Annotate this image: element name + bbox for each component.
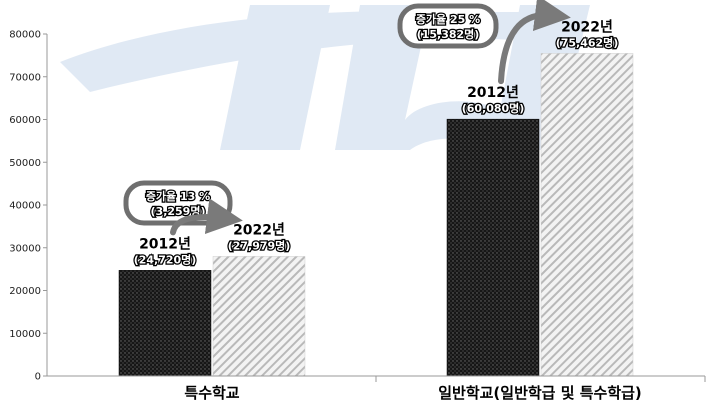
series-label: 2012년 (467, 85, 519, 101)
bar-2022 (212, 256, 306, 377)
y-tick-label: 50000 (9, 158, 41, 169)
callout-amount: (15,382명) (417, 27, 480, 41)
y-tick-label: 40000 (9, 201, 41, 212)
value-label: (27,979명) (228, 238, 291, 252)
y-tick-label: 10000 (9, 329, 41, 340)
series-label: 2022년 (233, 222, 285, 238)
increase-callout: 증가율 25 %(15,382명) (397, 0, 571, 85)
x-axis: 특수학교 일반학교(일반학급 및 특수학급) (47, 375, 706, 402)
y-tick-label: 70000 (9, 72, 41, 83)
increase-arrow (498, 0, 571, 85)
y-tick-label: 60000 (9, 115, 41, 126)
bar-2012 (446, 118, 540, 377)
y-tick-label: 0 (35, 372, 41, 383)
callout-rate: 증가율 13 % (146, 189, 210, 203)
increase-arrow (170, 198, 243, 236)
y-tick-label: 20000 (9, 286, 41, 297)
bar-2022 (540, 53, 634, 377)
callout-bubble (397, 3, 499, 49)
bar-labels: 2012년(24,720명)2022년(27,979명)2012년(60,080… (132, 19, 619, 267)
y-axis: 0 10000 20000 30000 40000 50000 60000 70000 8000… (9, 30, 48, 383)
category-label: 일반학교(일반학급 및 특수학급) (438, 384, 642, 402)
increase-callout: 증가율 13 %(3,259명) (123, 180, 243, 236)
callout-rate: 증가율 25 % (416, 12, 480, 26)
bar-2012 (118, 270, 212, 377)
series-label: 2022년 (561, 19, 613, 35)
y-tick-label: 30000 (9, 243, 41, 254)
value-label: (60,080명) (462, 101, 525, 115)
y-tick-label: 80000 (9, 30, 41, 41)
callouts: 증가율 13 %(3,259명) 증가율 25 %(15,382명) (123, 0, 571, 236)
value-label: (24,720명) (134, 252, 197, 266)
category-label: 특수학교 (184, 384, 239, 402)
series-label: 2012년 (139, 236, 191, 252)
value-label: (75,462명) (556, 35, 619, 49)
